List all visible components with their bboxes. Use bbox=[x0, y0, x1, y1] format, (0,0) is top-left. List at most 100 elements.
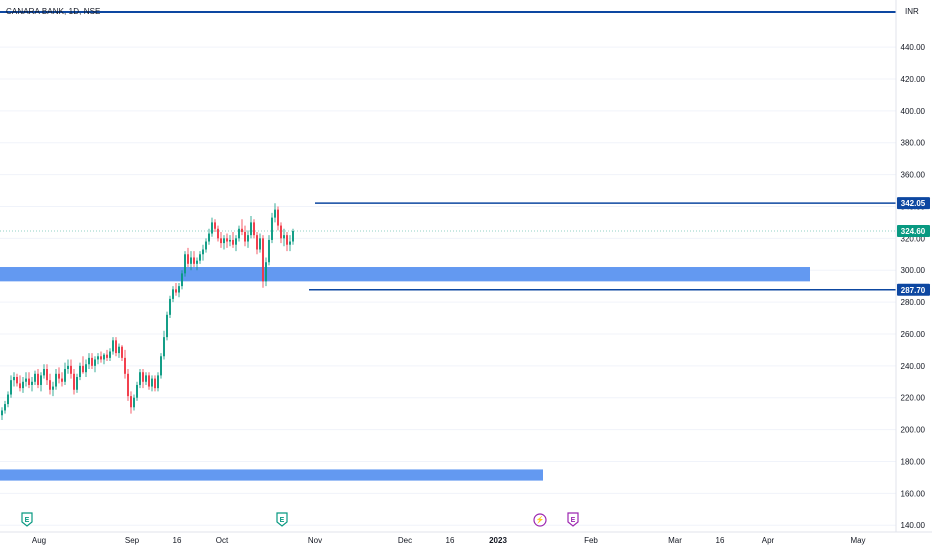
y-tick-label: 360.00 bbox=[901, 171, 926, 180]
candle-body bbox=[61, 378, 63, 382]
x-tick-label: 2023 bbox=[489, 536, 507, 545]
candle-body bbox=[13, 376, 15, 381]
candle-body bbox=[223, 238, 225, 244]
candle-body bbox=[79, 365, 81, 377]
earnings-icon[interactable]: E bbox=[276, 512, 288, 527]
grid-lines bbox=[0, 46, 896, 526]
candle-body bbox=[265, 262, 267, 282]
dividend-icon[interactable]: ⚡ bbox=[533, 513, 547, 527]
x-tick-label: May bbox=[850, 536, 865, 545]
candle-body bbox=[40, 375, 42, 385]
x-tick-label: Dec bbox=[398, 536, 412, 545]
candle-body bbox=[58, 373, 60, 379]
candle-body bbox=[229, 239, 231, 242]
level-price-tag-text: 342.05 bbox=[901, 199, 926, 208]
y-tick-label: 200.00 bbox=[901, 426, 926, 435]
candle-body bbox=[31, 381, 33, 385]
candle-body bbox=[187, 254, 189, 264]
candle-body bbox=[97, 356, 99, 360]
candle-body bbox=[118, 346, 120, 354]
candle-body bbox=[130, 396, 132, 408]
y-tick-label: 420.00 bbox=[901, 75, 926, 84]
candle-body bbox=[211, 222, 213, 234]
event-icon-label: ⚡ bbox=[536, 515, 545, 524]
candle-body bbox=[142, 372, 144, 382]
event-icon-label: E bbox=[571, 517, 576, 524]
level-price-tag-text: 287.70 bbox=[901, 286, 926, 295]
earnings-icon[interactable]: E bbox=[567, 512, 579, 527]
candle-body bbox=[94, 359, 96, 366]
candle-body bbox=[1, 410, 3, 416]
y-tick-label: 400.00 bbox=[901, 107, 926, 116]
x-tick-label: Feb bbox=[584, 536, 598, 545]
candle-body bbox=[256, 235, 258, 250]
candle-body bbox=[193, 257, 195, 264]
candle-body bbox=[196, 260, 198, 264]
time-axis[interactable]: Aug Sep 16 Oct Nov Dec 16 2023 Feb Mar 16 Apr May bbox=[32, 536, 866, 545]
y-tick-label: 220.00 bbox=[901, 394, 926, 403]
candle-body bbox=[85, 364, 87, 373]
x-tick-label: 16 bbox=[716, 536, 725, 545]
candle-body bbox=[112, 340, 114, 352]
candle-body bbox=[52, 386, 54, 390]
candle-body bbox=[109, 351, 111, 358]
candle-body bbox=[82, 365, 84, 373]
candle-body bbox=[115, 340, 117, 354]
candle-body bbox=[16, 376, 18, 384]
y-tick-label: 380.00 bbox=[901, 139, 926, 148]
candle-body bbox=[181, 273, 183, 287]
candle-body bbox=[238, 228, 240, 239]
candle-body bbox=[28, 378, 30, 385]
candle-body bbox=[133, 397, 135, 408]
candle-body bbox=[151, 378, 153, 387]
candle-body bbox=[163, 337, 165, 357]
y-tick-label: 260.00 bbox=[901, 330, 926, 339]
candle-body bbox=[214, 222, 216, 229]
y-tick-label: 280.00 bbox=[901, 298, 926, 307]
horizontal-levels bbox=[0, 11, 896, 291]
x-tick-label: 16 bbox=[446, 536, 455, 545]
candle-body bbox=[244, 231, 246, 242]
level-price-tag bbox=[897, 283, 930, 296]
candle-body bbox=[175, 289, 177, 293]
candle-body bbox=[250, 222, 252, 236]
earnings-icon[interactable]: E bbox=[21, 512, 33, 527]
support-zone bbox=[0, 469, 543, 481]
candle-body bbox=[232, 239, 234, 245]
x-tick-label: Aug bbox=[32, 536, 46, 545]
candle-body bbox=[127, 373, 129, 397]
candle-body bbox=[55, 373, 57, 387]
candle-body bbox=[148, 375, 150, 387]
last-price-tag-text: 324.60 bbox=[901, 227, 926, 236]
x-tick-label: 16 bbox=[173, 536, 182, 545]
candle-body bbox=[172, 289, 174, 299]
candle-body bbox=[139, 372, 141, 385]
candle-body bbox=[199, 254, 201, 261]
candle-body bbox=[241, 228, 243, 232]
candle-body bbox=[274, 209, 276, 218]
y-tick-label: 320.00 bbox=[901, 234, 926, 243]
candle-body bbox=[253, 222, 255, 236]
candle-body bbox=[49, 380, 51, 390]
candle-body bbox=[73, 373, 75, 390]
level-price-tag bbox=[897, 197, 930, 210]
y-tick-label: 160.00 bbox=[901, 489, 926, 498]
candle-body bbox=[277, 209, 279, 226]
candle-body bbox=[268, 239, 270, 263]
earnings-icon-shape bbox=[567, 512, 579, 527]
candle-body bbox=[226, 238, 228, 242]
y-tick-label: 180.00 bbox=[901, 457, 926, 466]
candle-body bbox=[136, 384, 138, 398]
candle-body bbox=[19, 383, 21, 389]
price-tags: 342.05 287.70 324.60 bbox=[897, 197, 930, 296]
last-price-tag bbox=[897, 224, 930, 237]
candle-body bbox=[160, 356, 162, 376]
candle-body bbox=[202, 249, 204, 255]
candle-body bbox=[283, 235, 285, 239]
candle-body bbox=[10, 380, 12, 395]
candle-body bbox=[34, 373, 36, 382]
candle-body bbox=[106, 354, 108, 358]
candle-body bbox=[169, 298, 171, 315]
candle-body bbox=[91, 357, 93, 366]
